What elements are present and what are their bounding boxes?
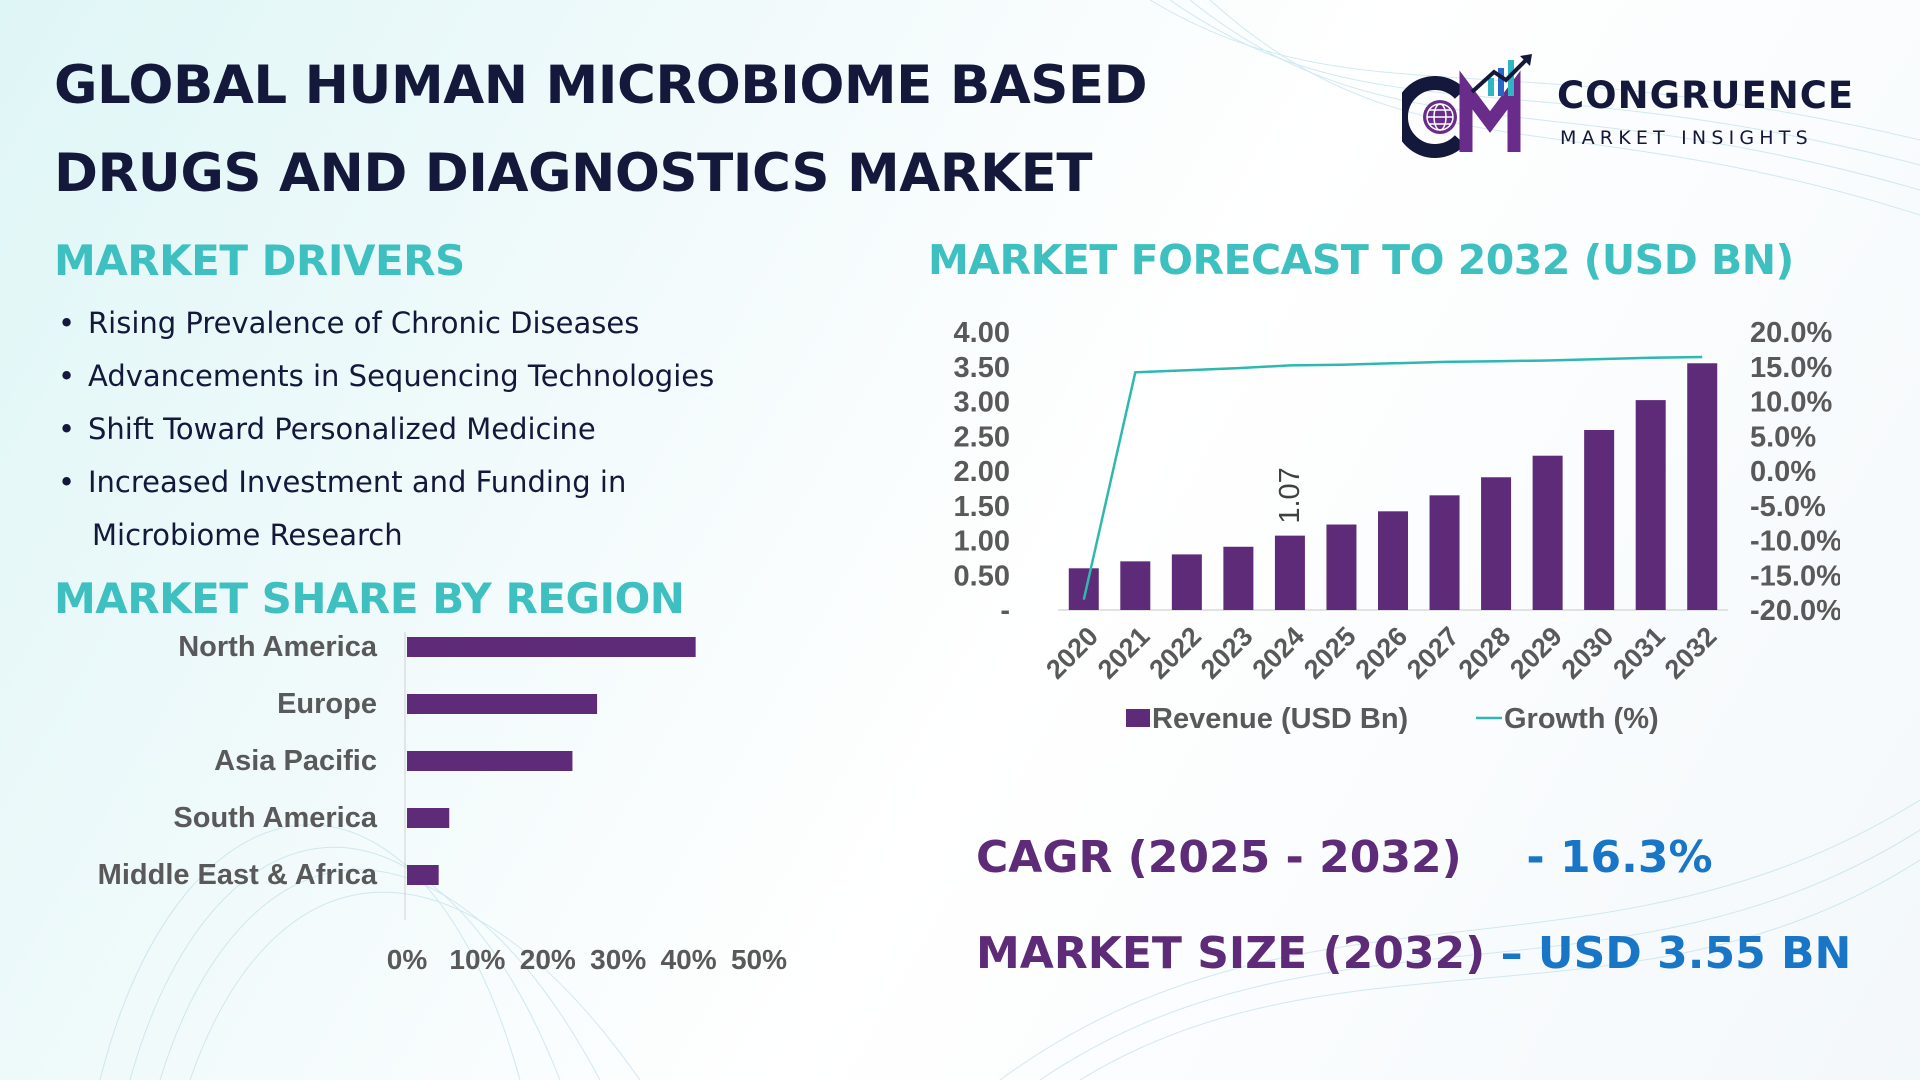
forecast-right-y-tick-label: 15.0%	[1750, 352, 1832, 384]
market-size-label: MARKET SIZE (2032)	[976, 928, 1486, 979]
market-forecast-combo-chart: -0.501.001.502.002.503.003.504.00-20.0%-…	[954, 317, 1840, 735]
forecast-x-tick-label: 2021	[1092, 621, 1156, 685]
brand-logo: CONGRUENCE MARKET INSIGHTS	[1402, 52, 1872, 162]
region-bar	[407, 865, 439, 885]
forecast-revenue-bar	[1429, 495, 1460, 610]
forecast-revenue-bar	[1274, 535, 1305, 610]
driver-item: Rising Prevalence of Chronic Diseases	[58, 297, 714, 350]
brand-tagline: MARKET INSIGHTS	[1560, 127, 1813, 149]
cagr-value: - 16.3%	[1526, 832, 1713, 883]
globe-cm-growth-logo-icon	[1402, 54, 1532, 158]
forecast-revenue-bar	[1584, 429, 1615, 610]
region-x-tick-label: 20%	[520, 944, 576, 975]
region-x-tick-label: 40%	[661, 944, 717, 975]
brand-name: CONGRUENCE	[1557, 74, 1855, 117]
legend-revenue-label: Revenue (USD Bn)	[1152, 703, 1408, 735]
region-category-label: Asia Pacific	[214, 745, 377, 777]
legend-revenue-swatch	[1126, 709, 1150, 727]
cagr-kpi: CAGR (2025 - 2032) - 16.3%	[976, 832, 1713, 883]
driver-item-text: Rising Prevalence of Chronic Diseases	[88, 306, 640, 340]
forecast-revenue-bar	[1120, 561, 1151, 610]
driver-item-text: Shift Toward Personalized Medicine	[88, 412, 596, 446]
market-drivers-title: MARKET DRIVERS	[54, 236, 465, 285]
forecast-x-tick-label: 2024	[1246, 621, 1310, 685]
forecast-x-tick-label: 2022	[1143, 621, 1207, 685]
forecast-revenue-bar	[1635, 400, 1666, 610]
forecast-revenue-bar	[1687, 363, 1718, 610]
forecast-revenue-bar	[1068, 568, 1099, 610]
forecast-left-y-tick-label: 2.50	[954, 421, 1010, 453]
forecast-x-tick-label: 2028	[1453, 621, 1517, 685]
forecast-right-y-tick-label: 0.0%	[1750, 456, 1816, 488]
forecast-x-tick-label: 2029	[1504, 621, 1568, 685]
driver-item-text-continued: Microbiome Research	[92, 518, 403, 552]
legend-growth-label: Growth (%)	[1504, 703, 1659, 735]
driver-item: Increased Investment and Funding in Micr…	[58, 456, 714, 562]
forecast-left-y-tick-label: 1.00	[954, 526, 1010, 558]
region-category-label: Middle East & Africa	[98, 859, 378, 891]
cagr-label: CAGR (2025 - 2032)	[976, 832, 1462, 883]
forecast-right-y-tick-label: 5.0%	[1750, 421, 1816, 453]
forecast-x-tick-label: 2030	[1556, 621, 1620, 685]
forecast-left-y-tick-label: 4.00	[954, 317, 1010, 349]
region-category-label: South America	[173, 802, 377, 834]
driver-item: Shift Toward Personalized Medicine	[58, 403, 714, 456]
region-x-tick-label: 50%	[731, 944, 787, 975]
driver-item-text: Advancements in Sequencing Technologies	[88, 359, 715, 393]
market-size-value: – USD 3.55 BN	[1500, 928, 1852, 979]
forecast-left-y-tick-label: 3.00	[954, 387, 1010, 419]
market-size-kpi: MARKET SIZE (2032) – USD 3.55 BN	[976, 928, 1851, 979]
page-title-line-1: GLOBAL HUMAN MICROBIOME BASED	[54, 55, 1148, 116]
forecast-revenue-bar	[1326, 524, 1357, 610]
forecast-right-y-tick-label: -5.0%	[1750, 491, 1826, 523]
driver-item-text: Increased Investment and Funding in	[88, 465, 627, 499]
forecast-x-tick-label: 2020	[1040, 621, 1104, 685]
region-share-bar-chart: North America Europe Asia Pacific South Ame…	[98, 631, 787, 975]
forecast-right-y-tick-label: 10.0%	[1750, 387, 1832, 419]
forecast-left-y-tick-label: 0.50	[954, 560, 1010, 592]
forecast-x-tick-label: 2023	[1195, 621, 1259, 685]
region-x-tick-label: 10%	[449, 944, 505, 975]
forecast-left-y-tick-label: -	[1000, 595, 1010, 627]
forecast-x-tick-label: 2027	[1401, 621, 1465, 685]
forecast-revenue-bar	[1532, 455, 1563, 610]
forecast-left-y-tick-label: 3.50	[954, 352, 1010, 384]
page-title-line-2: DRUGS AND DIAGNOSTICS MARKET	[54, 143, 1092, 204]
region-bar	[407, 637, 696, 657]
forecast-left-y-tick-label: 1.50	[954, 491, 1010, 523]
region-x-tick-label: 0%	[387, 944, 428, 975]
page-title: GLOBAL HUMAN MICROBIOME BASED DRUGS AND …	[54, 42, 1148, 218]
forecast-revenue-bar	[1223, 546, 1254, 610]
region-bar	[407, 694, 598, 714]
forecast-right-y-tick-label: 20.0%	[1750, 317, 1832, 349]
region-bar	[407, 751, 573, 771]
forecast-x-tick-label: 2026	[1350, 621, 1414, 685]
forecast-right-y-tick-label: -15.0%	[1750, 560, 1840, 592]
forecast-growth-line	[1082, 355, 1703, 600]
region-category-label: North America	[178, 631, 378, 663]
forecast-x-tick-label: 2031	[1607, 621, 1671, 685]
forecast-revenue-bar	[1171, 554, 1202, 610]
forecast-right-y-tick-label: -10.0%	[1750, 526, 1840, 558]
forecast-revenue-bar	[1378, 511, 1408, 610]
forecast-x-tick-label: 2032	[1659, 621, 1723, 685]
forecast-x-tick-label: 2025	[1298, 621, 1362, 685]
forecast-revenue-bar	[1481, 477, 1512, 610]
forecast-left-y-tick-label: 2.00	[954, 456, 1010, 488]
driver-item: Advancements in Sequencing Technologies	[58, 350, 714, 403]
region-category-label: Europe	[277, 688, 377, 720]
forecast-data-label: 1.07	[1274, 467, 1306, 523]
market-share-by-region-title: MARKET SHARE BY REGION	[54, 574, 685, 623]
market-drivers-list: Rising Prevalence of Chronic Diseases Ad…	[58, 297, 714, 562]
forecast-right-y-tick-label: -20.0%	[1750, 595, 1840, 627]
region-x-tick-label: 30%	[590, 944, 646, 975]
region-bar	[407, 808, 450, 828]
market-forecast-title: MARKET FORECAST TO 2032 (USD BN)	[928, 236, 1794, 284]
